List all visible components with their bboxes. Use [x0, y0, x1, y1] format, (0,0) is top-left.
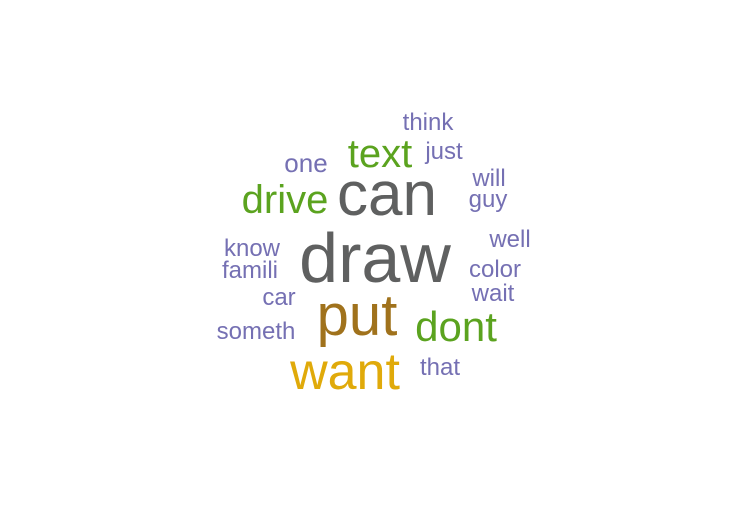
- word-color: color: [468, 256, 522, 283]
- word-famili: famili: [221, 257, 279, 284]
- word-guy: guy: [468, 186, 508, 213]
- word-drive: drive: [241, 178, 329, 222]
- word-think: think: [402, 109, 454, 136]
- word-car: car: [262, 284, 296, 311]
- word-well: well: [489, 226, 531, 253]
- word-wait: wait: [471, 280, 515, 307]
- word-put: put: [316, 283, 398, 348]
- word-just: just: [425, 138, 463, 165]
- word-want: want: [290, 343, 400, 401]
- word-that: that: [419, 354, 461, 381]
- word-text: text: [347, 132, 413, 176]
- word-draw: draw: [299, 219, 451, 297]
- word-dont: dont: [415, 303, 497, 350]
- word-one: one: [284, 148, 328, 178]
- word-can: can: [337, 160, 437, 229]
- word-someth: someth: [216, 318, 296, 345]
- word-know: know: [223, 235, 281, 262]
- word-will: will: [472, 165, 506, 192]
